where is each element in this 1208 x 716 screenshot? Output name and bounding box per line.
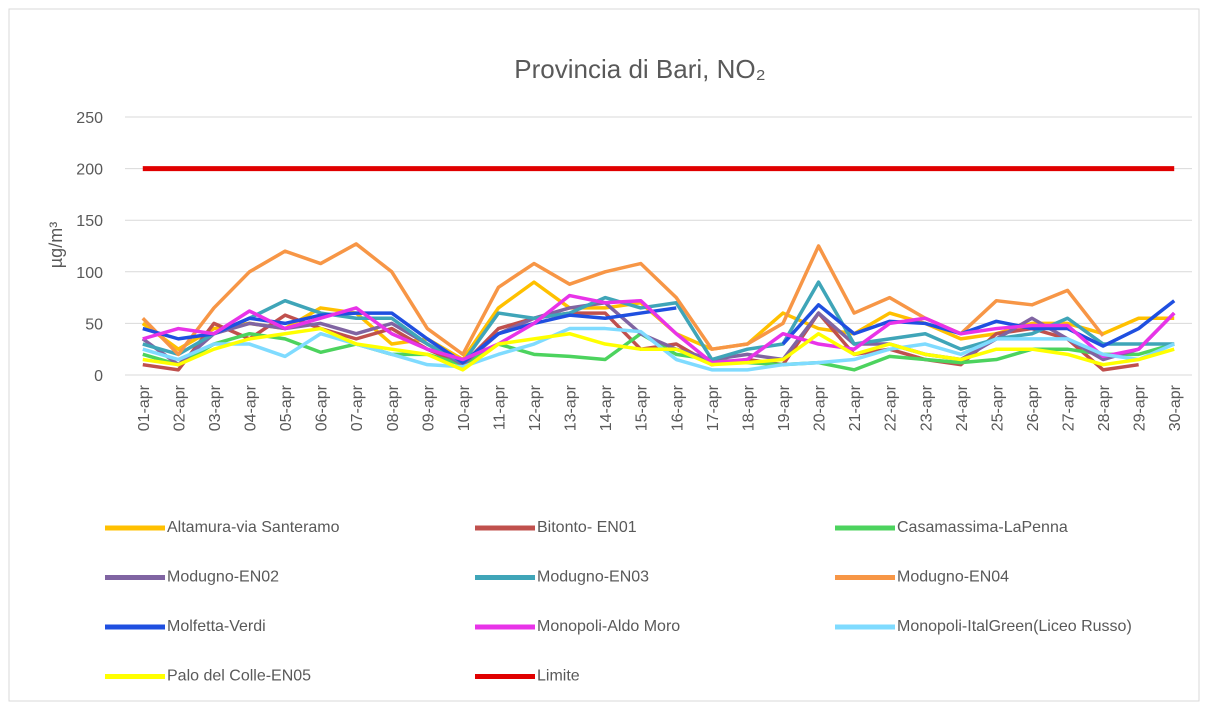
x-tick-label: 18-apr xyxy=(740,384,757,431)
x-tick-label: 06-apr xyxy=(314,384,331,431)
legend-label: Altamura-via Santeramo xyxy=(167,519,340,536)
legend-label: Palo del Colle-EN05 xyxy=(167,668,311,685)
x-tick-label: 20-apr xyxy=(812,384,829,431)
x-tick-label: 26-apr xyxy=(1025,384,1042,431)
legend-label: Casamassima-LaPenna xyxy=(897,519,1068,536)
x-tick-label: 28-apr xyxy=(1096,384,1113,431)
y-tick-label: 0 xyxy=(94,368,103,385)
x-tick-label: 23-apr xyxy=(918,384,935,431)
y-tick-label: 50 xyxy=(85,316,103,333)
x-tick-label: 21-apr xyxy=(847,384,864,431)
y-axis-label: µg/m³ xyxy=(46,222,66,268)
y-tick-label: 100 xyxy=(76,265,103,282)
series-line xyxy=(142,326,1175,372)
x-tick-label: 24-apr xyxy=(954,384,971,431)
legend-label: Monopoli-ItalGreen(Liceo Russo) xyxy=(897,618,1132,635)
legend-label: Monopoli-Aldo Moro xyxy=(537,618,680,635)
x-tick-label: 17-apr xyxy=(705,384,722,431)
x-tick-label: 02-apr xyxy=(171,384,188,431)
x-tick-label: 14-apr xyxy=(598,384,615,431)
chart-frame xyxy=(8,8,1200,702)
chart-title: Provincia di Bari, NO₂ xyxy=(514,54,765,84)
series-line xyxy=(142,326,1175,372)
x-tick-label: 30-apr xyxy=(1167,384,1184,431)
x-tick-label: 25-apr xyxy=(989,384,1006,431)
series-line xyxy=(142,293,1176,365)
legend-label: Limite xyxy=(537,668,580,685)
x-tick-label: 11-apr xyxy=(491,384,508,430)
legend-label: Modugno-EN04 xyxy=(897,569,1009,586)
x-tick-label: 08-apr xyxy=(385,384,402,431)
x-tick-label: 13-apr xyxy=(563,384,580,431)
y-tick-label: 250 xyxy=(76,110,103,127)
x-tick-label: 19-apr xyxy=(776,384,793,431)
x-tick-label: 01-apr xyxy=(136,384,153,431)
x-tick-label: 22-apr xyxy=(883,384,900,431)
x-tick-label: 04-apr xyxy=(242,384,259,431)
x-tick-label: 09-apr xyxy=(420,384,437,431)
x-tick-label: 10-apr xyxy=(456,384,473,431)
x-tick-label: 15-apr xyxy=(634,384,651,431)
legend-label: Modugno-EN03 xyxy=(537,569,649,586)
x-tick-label: 05-apr xyxy=(278,384,295,431)
series-line xyxy=(142,299,1176,365)
x-tick-label: 12-apr xyxy=(527,384,544,431)
legend-label: Molfetta-Verdi xyxy=(167,618,266,635)
y-tick-label: 150 xyxy=(76,213,103,230)
legend-label: Bitonto- EN01 xyxy=(537,519,637,536)
x-tick-label: 16-apr xyxy=(669,384,686,431)
x-tick-label: 29-apr xyxy=(1132,384,1149,431)
x-tick-label: 07-apr xyxy=(349,384,366,431)
y-tick-label: 200 xyxy=(76,162,103,179)
legend-label: Modugno-EN02 xyxy=(167,569,279,586)
x-tick-label: 27-apr xyxy=(1061,384,1078,431)
x-tick-label: 03-apr xyxy=(207,384,224,431)
series-line xyxy=(141,301,1176,367)
